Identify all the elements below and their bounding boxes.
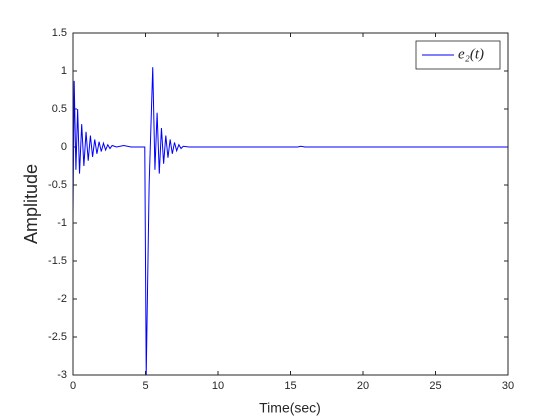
- data-line: [72, 67, 508, 376]
- y-tick-label: 0: [61, 141, 67, 153]
- y-tick-label: 1: [61, 65, 67, 77]
- x-tick-label: 15: [284, 380, 296, 392]
- x-tick-label: 20: [357, 380, 369, 392]
- y-tick-label: 1.5: [52, 27, 67, 39]
- x-tick-label: 5: [142, 380, 148, 392]
- y-tick-label: -0.5: [48, 179, 67, 191]
- legend-label: e₂(t): [458, 46, 484, 62]
- x-tick-label: 0: [70, 380, 76, 392]
- y-tick-label: -1: [57, 217, 67, 229]
- y-axis-label: Amplitude: [21, 164, 41, 244]
- axes-box: [72, 32, 509, 376]
- y-tick-label: -2: [57, 293, 67, 305]
- y-tick-label: -1.5: [48, 255, 67, 267]
- x-tick-label: 10: [212, 380, 224, 392]
- y-tick-label: 0.5: [52, 103, 67, 115]
- x-tick-label: 25: [429, 380, 441, 392]
- x-axis-label: Time(sec): [259, 400, 321, 416]
- y-tick-label: -2.5: [48, 331, 67, 343]
- x-tick-label: 30: [502, 380, 514, 392]
- y-tick-label: -3: [57, 369, 67, 381]
